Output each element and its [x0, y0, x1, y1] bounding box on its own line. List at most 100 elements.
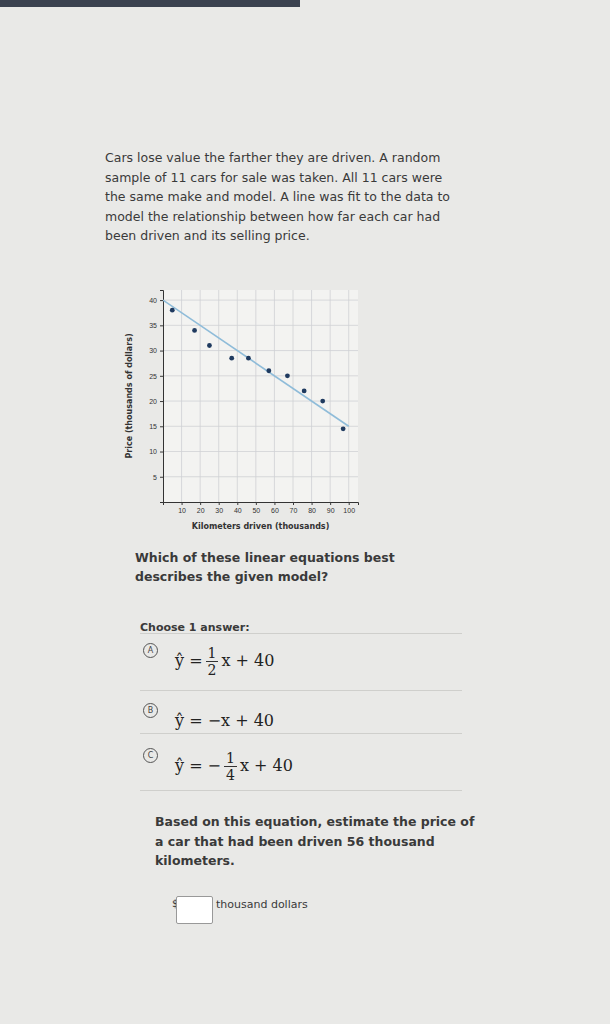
y-tick: 15 [149, 423, 163, 430]
y-tick-mark [160, 452, 163, 453]
denominator: 2 [206, 662, 219, 678]
y-axis-title: Price (thousands of dollars) [125, 333, 134, 458]
x-tick-mark [330, 502, 331, 505]
choice-letter[interactable]: C [143, 748, 158, 763]
y-axis-line [160, 291, 164, 503]
x-tick-mark [219, 502, 220, 505]
choice-letter[interactable]: B [143, 703, 158, 718]
x-tick: 90 [327, 502, 335, 514]
y-tick: 40 [149, 297, 163, 304]
x-axis: 102030405060708090100 [164, 502, 359, 514]
y-tick-label: 30 [149, 347, 157, 354]
y-tick-label: 25 [149, 373, 157, 380]
data-point [192, 328, 197, 333]
x-tick-mark [200, 502, 201, 505]
fraction: 12 [206, 645, 219, 678]
x-tick-mark [349, 502, 350, 505]
grid-line [237, 290, 238, 502]
top-bar [0, 0, 300, 7]
y-tick-label: 10 [149, 448, 157, 455]
x-tick-mark [274, 502, 275, 505]
separator [140, 690, 462, 691]
data-point [341, 426, 346, 431]
separator [140, 733, 462, 734]
grid-line [163, 401, 358, 402]
x-tick: 30 [215, 502, 223, 514]
data-point [320, 399, 325, 404]
grid-line [255, 290, 256, 502]
x-tick: 40 [234, 502, 242, 514]
grid-line [293, 290, 294, 502]
x-tick: 20 [197, 502, 205, 514]
answer-suffix: thousand dollars [216, 898, 308, 911]
eq-prefix: ŷ = [175, 711, 203, 730]
grid-line [218, 290, 219, 502]
scatter-chart: 102030405060708090100510152025303540Kilo… [120, 285, 370, 535]
x-axis-title: Kilometers driven (thousands) [192, 522, 330, 531]
grid-line [311, 290, 312, 502]
y-tick-label: 35 [149, 322, 157, 329]
eq-prefix: ŷ = [175, 651, 203, 670]
fit-line [163, 300, 349, 426]
x-tick-label: 30 [215, 507, 223, 514]
x-tick-label: 50 [252, 507, 260, 514]
x-tick-label: 10 [178, 507, 186, 514]
grid-line [163, 451, 358, 452]
choice-letter[interactable]: A [143, 643, 158, 658]
y-tick-mark [160, 426, 163, 427]
followup-text: Based on this equation, estimate the pri… [155, 812, 475, 871]
x-tick: 100 [343, 502, 355, 514]
x-tick-mark [312, 502, 313, 505]
y-tick-label: 40 [149, 297, 157, 304]
marks [163, 300, 349, 431]
data-point [229, 356, 234, 361]
y-tick-label: 20 [149, 398, 157, 405]
choice-equation: ŷ = −x + 40 [175, 711, 274, 730]
x-tick-label: 100 [343, 507, 355, 514]
x-tick-label: 80 [308, 507, 316, 514]
y-tick: 35 [149, 322, 163, 329]
question-prompt: Which of these linear equations best des… [135, 548, 465, 586]
y-tick: 20 [149, 398, 163, 405]
y-tick-mark [160, 325, 163, 326]
x-axis-line [164, 503, 359, 506]
grid-line [163, 476, 358, 477]
choice-equation: ŷ =12x + 40 [175, 645, 274, 678]
grid [163, 290, 358, 502]
x-tick-label: 40 [234, 507, 242, 514]
answer-box[interactable] [176, 896, 213, 924]
data-point [246, 356, 251, 361]
grid-line [163, 300, 358, 301]
y-tick-mark [160, 300, 163, 301]
y-tick-label: 15 [149, 423, 157, 430]
x-tick-label: 60 [271, 507, 279, 514]
x-tick: 10 [178, 502, 186, 514]
grid-line [348, 290, 349, 502]
denominator: 4 [224, 767, 237, 783]
x-tick: 60 [271, 502, 279, 514]
x-tick: 80 [308, 502, 316, 514]
x-tick-mark [182, 502, 183, 505]
x-tick-label: 90 [327, 507, 335, 514]
y-tick: 25 [149, 373, 163, 380]
grid-line [330, 290, 331, 502]
fraction: 14 [224, 750, 237, 783]
x-tick-mark [293, 502, 294, 505]
y-tick-label: 5 [153, 474, 157, 481]
x-tick: 50 [252, 502, 260, 514]
numerator: 1 [224, 750, 237, 767]
y-tick: 10 [149, 448, 163, 455]
data-point [285, 373, 290, 378]
data-point [207, 343, 212, 348]
data-point [170, 308, 175, 313]
y-tick: 30 [149, 347, 163, 354]
eq-suffix: x + 40 [221, 651, 274, 670]
plot-area [163, 290, 358, 502]
y-tick-mark [160, 376, 163, 377]
eq-suffix: −x + 40 [208, 711, 274, 730]
grid-line [163, 325, 358, 326]
separator [140, 633, 462, 634]
y-tick-mark [160, 477, 163, 478]
x-tick-mark [237, 502, 238, 505]
x-tick-mark [256, 502, 257, 505]
